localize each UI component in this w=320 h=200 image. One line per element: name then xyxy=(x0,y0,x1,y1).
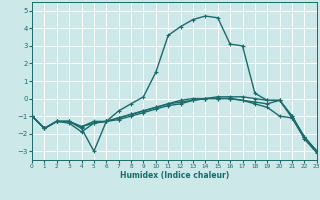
X-axis label: Humidex (Indice chaleur): Humidex (Indice chaleur) xyxy=(120,171,229,180)
